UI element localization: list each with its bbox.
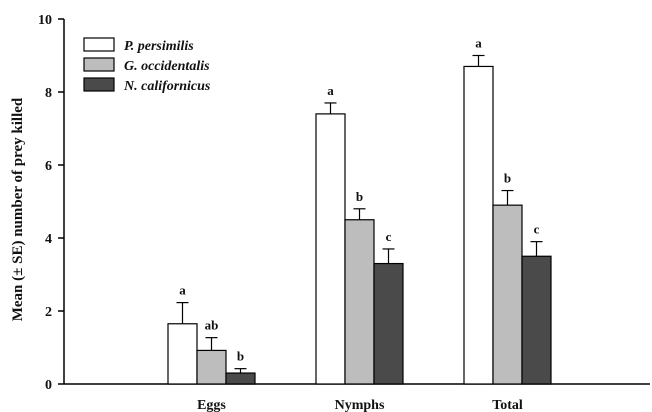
x-category-label: Total — [492, 398, 523, 412]
legend-label: N. californicus — [123, 79, 211, 94]
significance-letter: c — [386, 229, 392, 244]
x-category-label: Eggs — [197, 398, 226, 412]
y-tick-label: 2 — [45, 305, 52, 320]
significance-letter: a — [475, 36, 482, 51]
significance-letter: b — [504, 171, 511, 186]
legend-swatch — [83, 57, 115, 72]
significance-letter: a — [327, 83, 334, 98]
significance-letter: a — [179, 283, 186, 298]
legend-swatch — [83, 37, 115, 52]
bar — [167, 323, 198, 385]
y-tick-label: 6 — [45, 159, 52, 174]
y-tick-label: 0 — [45, 378, 52, 393]
significance-letter: ab — [205, 318, 219, 333]
bar — [373, 262, 404, 385]
y-tick-label: 8 — [45, 86, 52, 101]
legend-swatch — [83, 77, 115, 92]
bar — [463, 65, 494, 385]
legend: P. persimilis G. occidentalis N. californi… — [83, 37, 211, 94]
axes: 0 2 4 6 8 10 Mean (± SE) number of prey killed… — [10, 13, 650, 412]
x-category-label: Nymphs — [335, 398, 385, 412]
significance-letter: c — [534, 222, 540, 237]
significance-letter: b — [356, 189, 363, 204]
bar — [225, 372, 256, 385]
bar — [492, 204, 523, 385]
bar — [196, 349, 227, 385]
y-tick-label: 4 — [45, 232, 52, 247]
legend-label: G. occidentalis — [124, 59, 210, 74]
y-tick-label: 10 — [38, 13, 52, 28]
bar — [315, 113, 346, 385]
bar — [521, 255, 552, 385]
significance-letter: b — [237, 349, 244, 364]
legend-label: P. persimilis — [124, 39, 194, 54]
y-axis-title: Mean (± SE) number of prey killed — [10, 97, 26, 321]
bar — [344, 219, 375, 385]
